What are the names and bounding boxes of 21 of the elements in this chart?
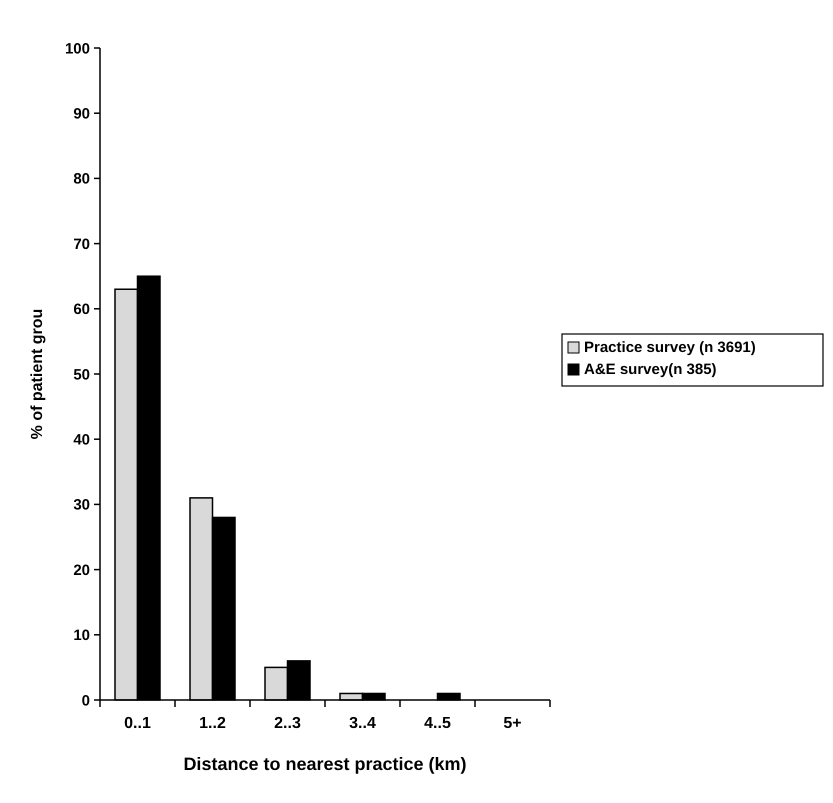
legend-label: Practice survey (n 3691) [584,339,756,356]
y-tick-label: 20 [73,562,90,579]
y-tick-label: 100 [64,40,90,58]
y-tick-label: 80 [73,170,90,188]
y-tick-label: 90 [73,105,90,122]
x-tick-label: 0..1 [124,715,151,732]
x-tick-label: 4..5 [424,715,451,732]
legend-label: A&E survey(n 385) [584,361,717,378]
y-tick-label: 50 [73,366,90,384]
y-tick-label: 10 [73,627,90,644]
y-tick-label: 40 [73,431,90,448]
x-tick-label: 5+ [503,715,522,732]
x-tick-label: 3..4 [349,715,376,732]
y-tick-label: 70 [73,236,90,253]
x-axis-title: Distance to nearest practice (km) [183,754,467,774]
y-axis-title: % of patient grou [29,308,46,440]
y-tick-label: 60 [73,301,90,318]
x-tick-label: 1..2 [199,715,226,732]
x-tick-label: 2..3 [274,715,301,732]
y-tick-label: 30 [73,496,90,514]
y-tick-label: 0 [82,692,90,710]
